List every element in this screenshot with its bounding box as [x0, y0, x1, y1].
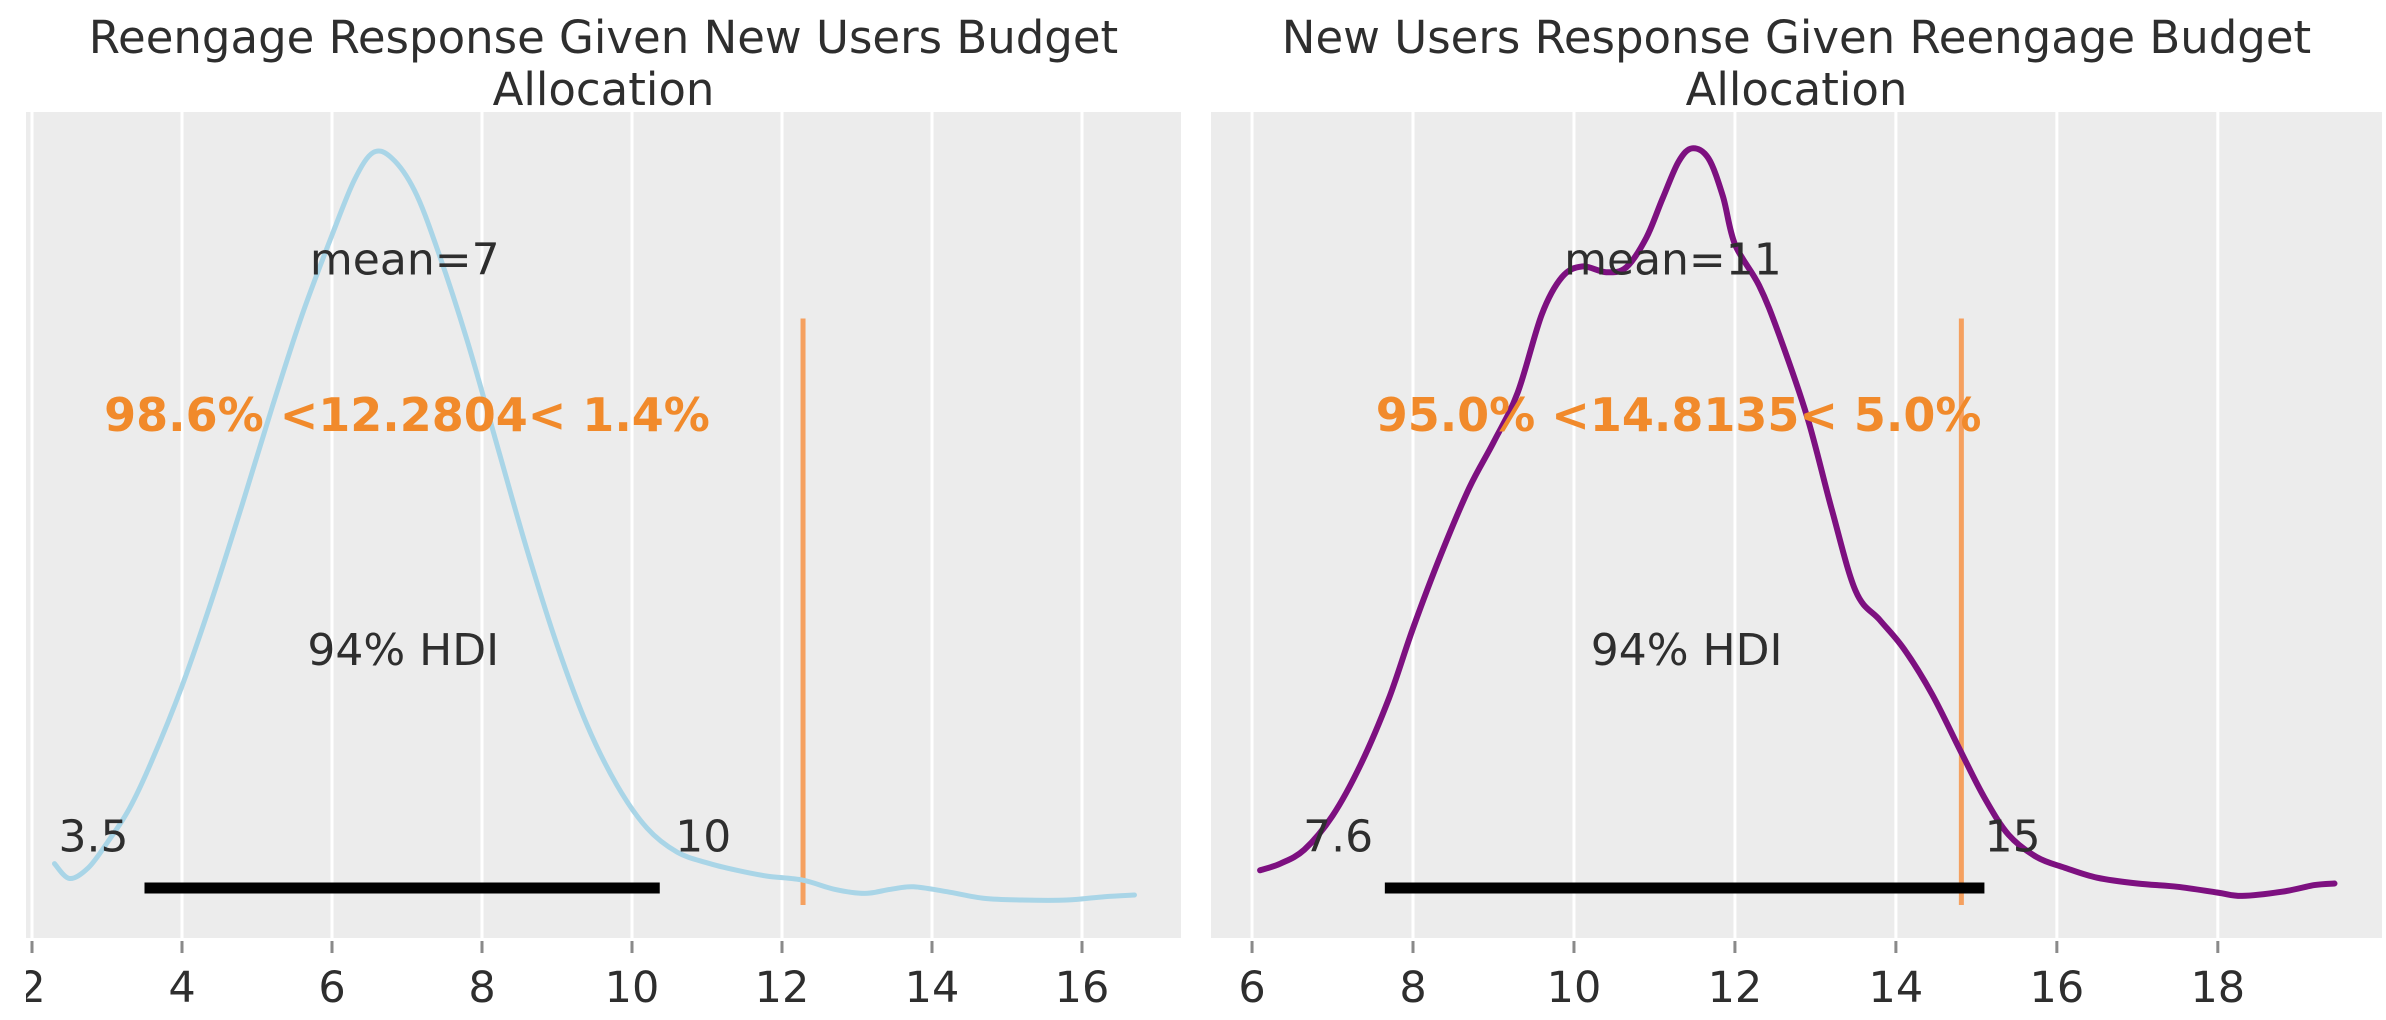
left-chart-title: Reengage Response Given New Users Budget… — [26, 12, 1181, 116]
hdi-lower-bound-label: 7.6 — [1303, 811, 1373, 862]
hdi-label: 94% HDI — [307, 625, 499, 676]
x-tick-label: 16 — [1055, 963, 1110, 1013]
right-chart-title-line1: New Users Response Given Reengage Budget — [1281, 11, 2312, 64]
reference-value-label: 95.0% <14.8135< 5.0% — [1376, 388, 1982, 442]
x-tick-label: 14 — [905, 963, 960, 1013]
left-chart-title-line1: Reengage Response Given New Users Budget — [88, 11, 1119, 64]
hdi-upper-bound-label: 10 — [675, 811, 731, 862]
kde-curve — [1257, 145, 2338, 899]
x-tick-label: 6 — [318, 963, 345, 1013]
hdi-upper-bound-label: 15 — [1985, 811, 2041, 862]
x-tick-label: 12 — [1708, 963, 1763, 1013]
left-chart-title-line2: Allocation — [492, 63, 715, 116]
plot-background — [1211, 112, 2382, 938]
x-tick-label: 2 — [26, 963, 46, 1013]
x-tick-label: 16 — [2029, 963, 2084, 1013]
reference-value-label: 98.6% <12.2804< 1.4% — [104, 388, 710, 442]
x-tick-label: 14 — [1869, 963, 1924, 1013]
right-posterior-plot: 6 8 10 12 14 16 18 mean=11 95.0% <14.8135< 5.0% 9… — [1211, 112, 2382, 1020]
hdi-lower-bound-label: 3.5 — [59, 811, 129, 862]
hdi-label: 94% HDI — [1591, 625, 1783, 676]
x-tick-label: 6 — [1238, 963, 1265, 1013]
right-chart-title-line2: Allocation — [1685, 63, 1908, 116]
plot-background — [26, 112, 1181, 938]
kde-curve — [52, 148, 1137, 903]
x-tick-label: 18 — [2190, 963, 2245, 1013]
x-tick-label: 10 — [1547, 963, 1602, 1013]
mean-label: mean=7 — [310, 234, 500, 285]
x-tick-label: 4 — [168, 963, 195, 1013]
x-tick-label: 8 — [468, 963, 495, 1013]
left-posterior-plot: 2 4 6 8 10 12 14 16 mean=7 98.6% <12.2804< 1.4% 94… — [18, 112, 1181, 1020]
mean-label: mean=11 — [1564, 234, 1782, 285]
kde-plot-svg: 6 8 10 12 14 16 18 mean=11 95.0% <14.8135< 5.0% 9… — [1211, 112, 2382, 1013]
x-tick-label: 12 — [755, 963, 810, 1013]
x-tick-label: 10 — [605, 963, 660, 1013]
kde-plot-svg: 2 4 6 8 10 12 14 16 mean=7 98.6% <12.2804< 1.4% 94… — [18, 112, 1181, 1013]
x-tick-label: 8 — [1399, 963, 1426, 1013]
right-chart-title: New Users Response Given Reengage Budget… — [1211, 12, 2382, 116]
